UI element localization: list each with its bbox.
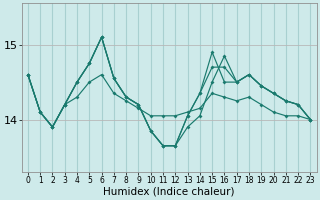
X-axis label: Humidex (Indice chaleur): Humidex (Indice chaleur) bbox=[103, 187, 235, 197]
